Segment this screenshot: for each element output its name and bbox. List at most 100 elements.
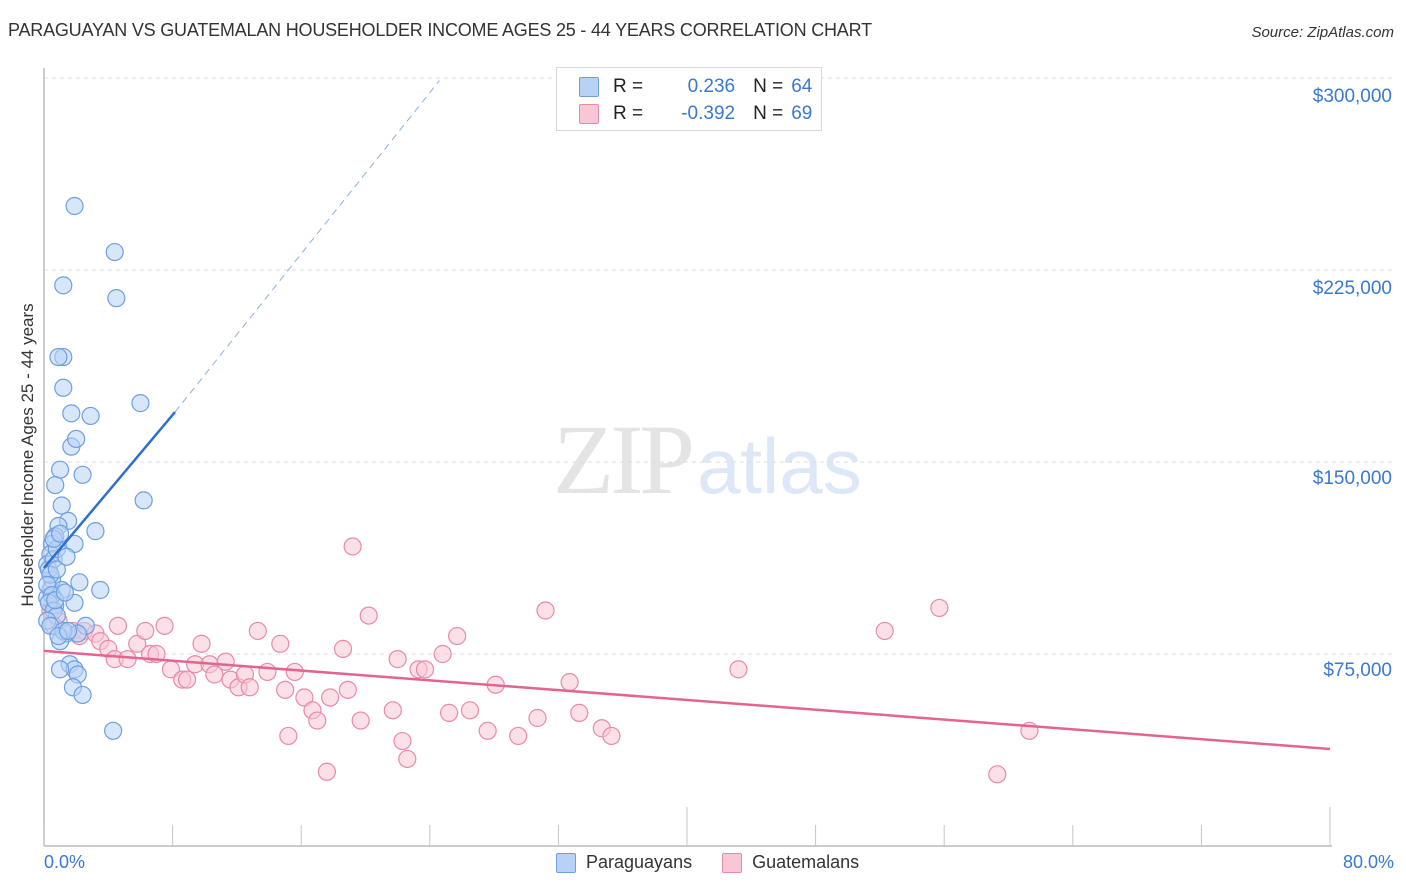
data-point: [393, 731, 412, 751]
guatemalans-swatch-icon: [722, 852, 743, 873]
data-point: [108, 616, 128, 635]
data-point: [62, 404, 81, 423]
data-point: [988, 765, 1007, 784]
data-point: [729, 660, 748, 679]
legend-item-paraguayans[interactable]: Paraguayans: [556, 852, 692, 873]
data-point: [118, 650, 137, 669]
chart-title: PARAGUAYAN VS GUATEMALAN HOUSEHOLDER INC…: [8, 20, 872, 40]
data-point: [59, 621, 78, 641]
legend-item-guatemalans[interactable]: Guatemalans: [722, 852, 859, 873]
data-point: [398, 749, 417, 769]
data-point: [317, 762, 337, 781]
data-point: [271, 634, 290, 653]
data-point: [460, 701, 480, 720]
data-point: [258, 662, 277, 682]
data-point: [536, 601, 555, 620]
series-legend: Paraguayans Guatemalans: [556, 852, 889, 873]
data-point: [388, 650, 407, 669]
n-label: N =: [753, 76, 784, 97]
paraguayans-trend-extension: [174, 80, 440, 413]
data-point: [54, 378, 73, 397]
data-point: [308, 711, 327, 730]
data-point: [205, 665, 224, 684]
data-point: [560, 673, 579, 692]
axes: [43, 68, 1332, 847]
data-point: [359, 606, 378, 625]
data-point: [105, 242, 124, 262]
data-point: [134, 491, 153, 510]
data-point: [439, 703, 459, 722]
stats-row-guatemalans: R = -0.392 N = 69: [579, 102, 812, 126]
data-point: [478, 721, 497, 740]
data-point: [81, 406, 100, 426]
data-point: [65, 534, 84, 554]
guatemalans-points: [41, 537, 1039, 784]
data-point: [875, 621, 894, 641]
data-point: [73, 685, 92, 705]
n-value: 69: [791, 103, 813, 124]
data-point: [50, 660, 70, 679]
data-point: [49, 347, 68, 367]
data-point: [509, 726, 528, 746]
data-point: [216, 652, 235, 671]
y-tick-300000: $300,000: [1312, 86, 1392, 107]
data-point: [136, 621, 155, 641]
r-label: R =: [613, 76, 644, 97]
data-point: [528, 708, 547, 728]
data-point: [57, 547, 76, 566]
y-axis-label: Householder Income Ages 25 - 44 years: [18, 303, 37, 607]
data-point: [67, 429, 86, 449]
data-point: [55, 583, 74, 602]
data-point: [107, 289, 126, 308]
data-point: [192, 634, 211, 653]
data-point: [321, 688, 340, 707]
stats-legend: R = 0.236 N = 64 R = -0.392 N = 69: [556, 67, 822, 131]
data-point: [46, 475, 65, 495]
data-point: [86, 522, 105, 541]
data-point: [54, 276, 73, 295]
y-tick-225000: $225,000: [1312, 278, 1392, 299]
guatemalans-trend-line: [43, 649, 1331, 751]
data-point: [47, 560, 66, 579]
data-point: [91, 580, 110, 600]
data-point: [50, 524, 70, 543]
data-point: [73, 465, 92, 484]
data-point: [155, 616, 174, 635]
data-point: [351, 711, 370, 730]
n-label: N =: [753, 103, 784, 124]
data-point: [177, 670, 197, 689]
paraguayans-trend-line: [43, 411, 176, 569]
x-tick-min: 0.0%: [44, 852, 86, 872]
r-value: 0.236: [687, 76, 736, 97]
data-point: [343, 537, 362, 556]
data-point: [52, 496, 71, 515]
data-point: [50, 460, 70, 479]
data-point: [383, 701, 402, 720]
data-point: [570, 703, 589, 722]
data-point: [333, 639, 353, 658]
data-point: [70, 573, 89, 592]
y-tick-150000: $150,000: [1312, 468, 1392, 489]
gridlines: [44, 77, 1392, 655]
guatemalans-swatch-icon: [579, 104, 599, 124]
source-label: Source: ZipAtlas.com: [1251, 24, 1394, 41]
data-point: [285, 662, 304, 682]
data-point: [104, 721, 123, 740]
legend-label: Paraguayans: [586, 852, 693, 872]
data-point: [248, 621, 267, 641]
data-point: [433, 644, 452, 664]
data-point: [295, 688, 314, 707]
y-tick-75000: $75,000: [1323, 660, 1392, 681]
data-point: [128, 634, 147, 653]
data-point: [240, 678, 259, 697]
data-point: [415, 660, 435, 679]
data-point: [930, 598, 949, 618]
r-label: R =: [613, 103, 644, 124]
x-tick-max: 80.0%: [1342, 852, 1394, 872]
trend-lines: [43, 80, 1331, 751]
data-point: [131, 394, 150, 413]
data-point: [338, 680, 357, 699]
data-point: [448, 626, 467, 646]
paraguayans-points: [38, 196, 153, 740]
